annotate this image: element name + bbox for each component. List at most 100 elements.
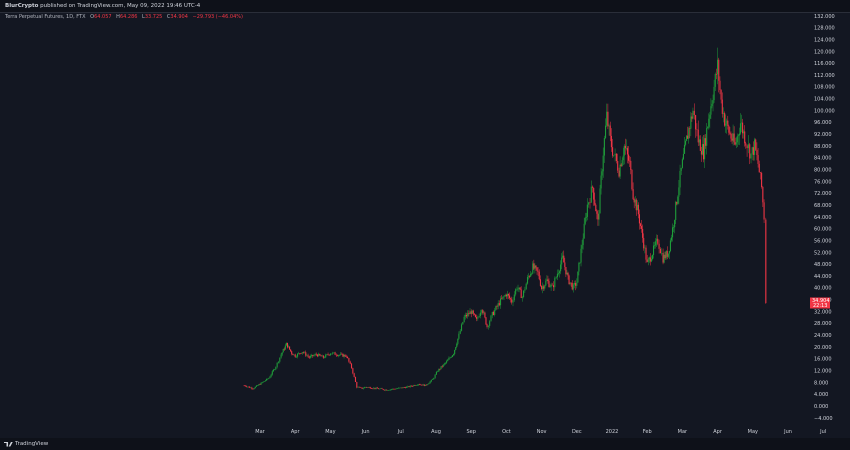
candle-body: [249, 386, 251, 388]
candle-body: [548, 281, 550, 287]
candle-body: [266, 378, 268, 381]
candle-body: [306, 355, 308, 357]
candle-body: [431, 379, 434, 380]
candle-body: [368, 387, 370, 388]
candle-body: [666, 251, 668, 257]
close-label: C: [166, 14, 171, 20]
candle-body: [534, 265, 536, 269]
candle-body: [389, 389, 391, 391]
candle-body: [353, 373, 355, 377]
candle-body: [637, 204, 639, 215]
candle-body: [575, 283, 577, 286]
candle-body: [547, 279, 549, 282]
candle-body: [761, 172, 763, 187]
y-tick-label: 124.000: [814, 37, 835, 43]
y-tick-label: 88.000: [814, 144, 832, 150]
candle-body: [464, 314, 466, 317]
y-tick-label: 20.000: [814, 345, 832, 351]
candle-body: [482, 310, 484, 314]
symbol-title[interactable]: Terra Perpetual Futures, 1D, FTX: [5, 14, 86, 20]
candle-body: [729, 132, 731, 134]
candle-body: [456, 343, 458, 348]
candle-body: [617, 161, 619, 171]
price-chart[interactable]: −4.000 0.000 4.000 8.000 12.000 16.000 20.000 2…: [0, 13, 850, 439]
candle-body: [284, 345, 286, 350]
candle-body: [592, 186, 594, 188]
candle-body: [613, 155, 615, 156]
candle-body: [335, 354, 337, 356]
candle-body: [651, 255, 654, 260]
candle-body: [521, 297, 523, 298]
candle-body: [603, 138, 605, 156]
published-text: published on TradingView.com, May 09, 20…: [40, 3, 201, 9]
candle-body: [487, 325, 489, 327]
candle-body: [638, 214, 641, 224]
candle-body: [516, 288, 518, 290]
candle-body: [585, 216, 587, 218]
candle-body: [765, 219, 767, 304]
candle-body: [323, 357, 326, 359]
candle-body: [479, 312, 481, 317]
candle-body: [696, 129, 698, 130]
candle-body: [396, 388, 398, 390]
candle-body: [659, 248, 661, 254]
candle-body: [657, 238, 659, 244]
brand-name: TradingView: [15, 441, 49, 447]
candle-body: [491, 311, 493, 316]
candle-body: [342, 353, 344, 357]
candle-body: [298, 353, 300, 354]
candle-body: [422, 384, 424, 386]
candle-body: [337, 355, 340, 356]
candle-body: [340, 353, 342, 355]
candle-body: [254, 386, 256, 389]
candle-body: [524, 289, 526, 291]
publisher-name[interactable]: BlurCrypto: [5, 3, 39, 9]
tradingview-logo[interactable]: TradingView: [4, 438, 48, 450]
candle-body: [361, 387, 363, 389]
candle-body: [380, 388, 382, 390]
candle-body: [296, 353, 299, 357]
candle-body: [536, 267, 538, 271]
candle-body: [309, 356, 312, 358]
x-tick-label: Mar: [678, 429, 688, 435]
candle-body: [363, 387, 365, 389]
candle-body: [483, 312, 485, 314]
candle-body: [512, 300, 514, 303]
last-price-badge: [810, 297, 830, 309]
y-tick-label: 44.000: [814, 274, 832, 280]
y-tick-label: 60.000: [814, 227, 832, 233]
candle-body: [686, 135, 688, 141]
candle-body: [600, 175, 602, 189]
candle-body: [690, 116, 692, 129]
candle-body: [321, 355, 323, 357]
candle-body: [586, 204, 588, 217]
candle-body: [676, 201, 678, 204]
candle-body: [706, 128, 708, 146]
candle-body: [282, 348, 284, 353]
candle-body: [647, 259, 649, 262]
candle-body: [270, 374, 272, 377]
candle-body: [697, 129, 699, 143]
candle-body: [635, 199, 637, 211]
candle-body: [531, 273, 533, 275]
x-tick-label: Dec: [572, 429, 582, 435]
candle-body: [308, 356, 310, 358]
candle-body: [750, 153, 752, 159]
candle-body: [470, 311, 472, 314]
candle-body: [472, 310, 474, 314]
candle-body: [394, 388, 396, 390]
x-tick-label: Sep: [466, 429, 475, 435]
candle-body: [577, 271, 579, 283]
candle-body: [484, 312, 486, 318]
candle-body: [302, 352, 304, 353]
candle-body: [245, 386, 247, 387]
candle-body: [446, 361, 448, 363]
candle-body: [315, 354, 317, 355]
candle-body: [743, 131, 745, 134]
y-tick-label: 24.000: [814, 333, 832, 339]
y-tick-label: 56.000: [814, 238, 832, 244]
candle-body: [572, 284, 574, 290]
candle-body: [762, 186, 764, 203]
candle-body: [709, 114, 711, 119]
chart-frame[interactable]: Terra Perpetual Futures, 1D, FTX O64.057…: [0, 12, 850, 439]
